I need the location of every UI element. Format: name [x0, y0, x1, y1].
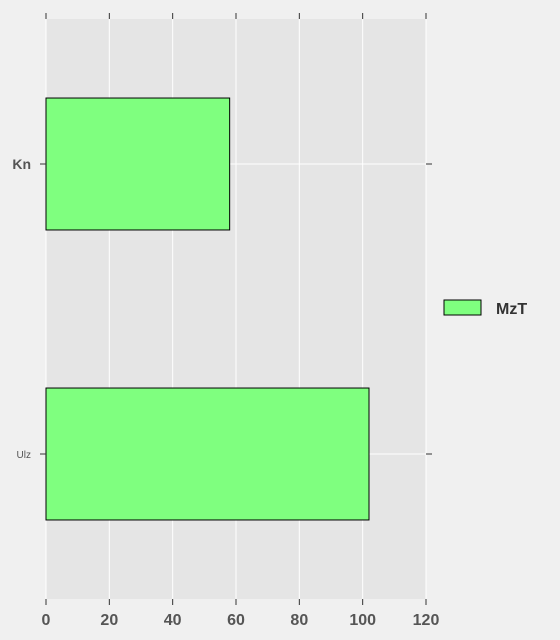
x-tick-labels: 0 20 40 60 80 100 120 [42, 612, 440, 629]
bar-ulz [46, 388, 369, 520]
x-tick-label: 40 [164, 612, 182, 629]
legend-label: MzT [496, 301, 527, 318]
x-tick-label: 20 [100, 612, 118, 629]
x-tick-label: 100 [349, 612, 376, 629]
y-tick-label-ulz: Ulz [17, 450, 31, 461]
legend-swatch [444, 300, 481, 315]
bar-kn [46, 98, 230, 230]
y-tick-labels: Ulz Kn [12, 156, 31, 461]
x-tick-label: 80 [290, 612, 308, 629]
x-tick-label: 120 [413, 612, 440, 629]
x-tick-label: 60 [227, 612, 245, 629]
y-tick-label-kn: Kn [12, 156, 31, 172]
legend: MzT [444, 300, 527, 318]
x-tick-label: 0 [42, 612, 51, 629]
